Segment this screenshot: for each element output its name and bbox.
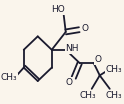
Text: NH: NH bbox=[65, 44, 79, 53]
Text: CH₃: CH₃ bbox=[105, 91, 122, 100]
Text: HO: HO bbox=[51, 5, 65, 14]
Text: O: O bbox=[81, 24, 88, 33]
Text: CH₃: CH₃ bbox=[105, 65, 122, 74]
Text: CH₃: CH₃ bbox=[1, 73, 18, 82]
Text: O: O bbox=[65, 78, 72, 87]
Text: O: O bbox=[94, 55, 101, 64]
Text: CH₃: CH₃ bbox=[79, 91, 96, 100]
